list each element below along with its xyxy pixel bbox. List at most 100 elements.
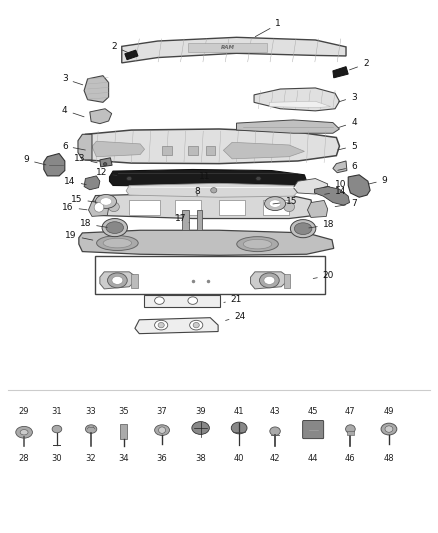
Text: 45: 45	[308, 407, 318, 416]
Text: 48: 48	[384, 454, 394, 463]
Ellipse shape	[96, 236, 138, 251]
Ellipse shape	[106, 222, 124, 233]
Text: 10: 10	[323, 180, 346, 189]
Text: 20: 20	[313, 271, 334, 280]
Text: 29: 29	[19, 407, 29, 416]
Ellipse shape	[112, 276, 123, 285]
Text: 3: 3	[62, 75, 83, 85]
Text: RAM: RAM	[221, 45, 235, 50]
Ellipse shape	[107, 273, 127, 288]
Ellipse shape	[259, 273, 279, 288]
Bar	[144, 295, 220, 307]
Ellipse shape	[103, 163, 107, 166]
Polygon shape	[100, 158, 112, 167]
Text: 14: 14	[325, 187, 346, 196]
FancyBboxPatch shape	[303, 421, 324, 439]
Ellipse shape	[264, 276, 275, 285]
Ellipse shape	[294, 223, 312, 235]
Polygon shape	[88, 199, 109, 216]
Bar	[162, 146, 172, 155]
Polygon shape	[314, 187, 350, 205]
Polygon shape	[223, 142, 304, 159]
Text: 18: 18	[80, 220, 107, 228]
Ellipse shape	[193, 322, 199, 328]
Text: 7: 7	[335, 199, 357, 208]
Bar	[284, 274, 290, 288]
Text: 9: 9	[368, 176, 388, 184]
Text: 42: 42	[270, 454, 280, 463]
Text: 19: 19	[65, 231, 93, 240]
Ellipse shape	[190, 320, 203, 330]
Text: 49: 49	[384, 407, 394, 416]
Bar	[182, 210, 189, 230]
Text: 15: 15	[273, 197, 297, 206]
Text: 46: 46	[345, 454, 356, 463]
Text: 31: 31	[52, 407, 62, 416]
Ellipse shape	[103, 238, 132, 248]
Text: 36: 36	[157, 454, 167, 463]
Text: 5: 5	[338, 142, 357, 150]
Ellipse shape	[381, 423, 397, 435]
Polygon shape	[125, 50, 138, 60]
Ellipse shape	[127, 176, 132, 181]
Text: 47: 47	[345, 407, 356, 416]
Polygon shape	[237, 120, 339, 133]
Bar	[263, 200, 289, 215]
Ellipse shape	[155, 320, 168, 330]
Ellipse shape	[237, 237, 279, 252]
Text: 12: 12	[96, 168, 117, 177]
Polygon shape	[78, 134, 92, 160]
Text: 28: 28	[19, 454, 29, 463]
Polygon shape	[90, 109, 112, 124]
Ellipse shape	[94, 203, 104, 212]
Text: 21: 21	[224, 295, 242, 304]
Polygon shape	[84, 76, 109, 102]
Text: 9: 9	[23, 156, 46, 165]
Bar	[188, 43, 267, 52]
Ellipse shape	[385, 426, 393, 432]
Text: 2: 2	[350, 60, 368, 70]
Bar	[129, 200, 160, 215]
Text: 17: 17	[175, 214, 189, 223]
Bar	[206, 146, 215, 155]
Ellipse shape	[20, 430, 28, 435]
Ellipse shape	[155, 297, 164, 304]
Ellipse shape	[159, 427, 166, 433]
Text: 35: 35	[118, 407, 129, 416]
Bar	[120, 424, 127, 439]
Text: 13: 13	[74, 155, 97, 163]
Text: 2: 2	[111, 42, 128, 53]
Ellipse shape	[158, 322, 164, 328]
Polygon shape	[92, 141, 145, 157]
Text: 24: 24	[226, 312, 246, 320]
Bar	[197, 210, 202, 230]
Bar	[347, 431, 354, 435]
Ellipse shape	[270, 427, 280, 435]
Text: 43: 43	[270, 407, 280, 416]
Polygon shape	[135, 318, 218, 334]
Polygon shape	[126, 183, 299, 197]
Text: 4: 4	[62, 106, 84, 117]
Ellipse shape	[243, 239, 272, 249]
Polygon shape	[333, 67, 348, 78]
Text: 37: 37	[157, 407, 167, 416]
Ellipse shape	[231, 422, 247, 434]
Text: 6: 6	[338, 163, 357, 171]
Text: 39: 39	[195, 407, 206, 416]
Polygon shape	[293, 179, 328, 194]
Ellipse shape	[256, 176, 261, 181]
Text: 16: 16	[62, 203, 87, 212]
Text: 38: 38	[195, 454, 206, 463]
Ellipse shape	[155, 425, 170, 435]
Text: 40: 40	[234, 454, 244, 463]
Polygon shape	[251, 272, 287, 289]
Text: 41: 41	[234, 407, 244, 416]
Ellipse shape	[192, 422, 209, 434]
Polygon shape	[269, 101, 331, 108]
Ellipse shape	[85, 425, 97, 433]
Text: 15: 15	[71, 195, 97, 204]
Ellipse shape	[95, 195, 117, 208]
Polygon shape	[82, 129, 339, 164]
Ellipse shape	[188, 297, 198, 304]
Text: 4: 4	[339, 118, 357, 127]
